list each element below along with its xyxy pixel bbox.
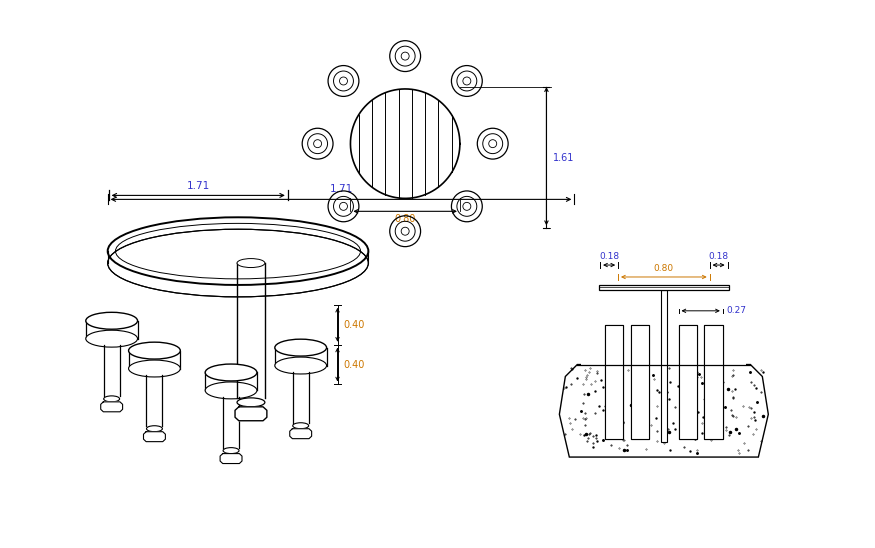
Bar: [661, 290, 667, 442]
Ellipse shape: [205, 382, 257, 399]
Text: 0.40: 0.40: [344, 319, 365, 330]
Ellipse shape: [129, 360, 180, 377]
Text: 1.71: 1.71: [186, 181, 210, 191]
Polygon shape: [235, 407, 267, 421]
Polygon shape: [220, 454, 242, 464]
Bar: [605, 325, 623, 439]
Bar: [631, 325, 649, 439]
Ellipse shape: [108, 230, 368, 296]
Polygon shape: [144, 432, 165, 442]
Text: 0.80: 0.80: [654, 264, 674, 273]
Text: 0.18: 0.18: [709, 252, 729, 261]
Polygon shape: [351, 89, 460, 198]
Ellipse shape: [86, 312, 137, 329]
Ellipse shape: [223, 448, 239, 454]
Ellipse shape: [293, 423, 309, 429]
Polygon shape: [290, 429, 312, 438]
Text: 0.40: 0.40: [344, 359, 365, 369]
Text: 0.27: 0.27: [727, 306, 746, 315]
Text: 0.80: 0.80: [395, 214, 416, 224]
Ellipse shape: [86, 330, 137, 347]
Ellipse shape: [146, 426, 163, 432]
Ellipse shape: [237, 259, 265, 267]
Bar: [678, 325, 696, 439]
Ellipse shape: [275, 339, 326, 356]
Text: 1.71: 1.71: [329, 185, 353, 195]
Ellipse shape: [237, 398, 265, 407]
Bar: [678, 325, 696, 439]
Bar: [704, 325, 723, 439]
Bar: [581, 319, 746, 366]
Bar: [599, 285, 729, 290]
Bar: [605, 325, 623, 439]
Text: 0.18: 0.18: [599, 252, 619, 261]
Ellipse shape: [104, 396, 120, 402]
Polygon shape: [101, 402, 122, 412]
Text: 1.61: 1.61: [553, 152, 575, 163]
Ellipse shape: [108, 218, 368, 285]
Bar: [631, 325, 649, 439]
Polygon shape: [559, 364, 768, 457]
Bar: [704, 325, 723, 439]
Ellipse shape: [129, 342, 180, 359]
Ellipse shape: [205, 364, 257, 381]
Ellipse shape: [275, 357, 326, 374]
